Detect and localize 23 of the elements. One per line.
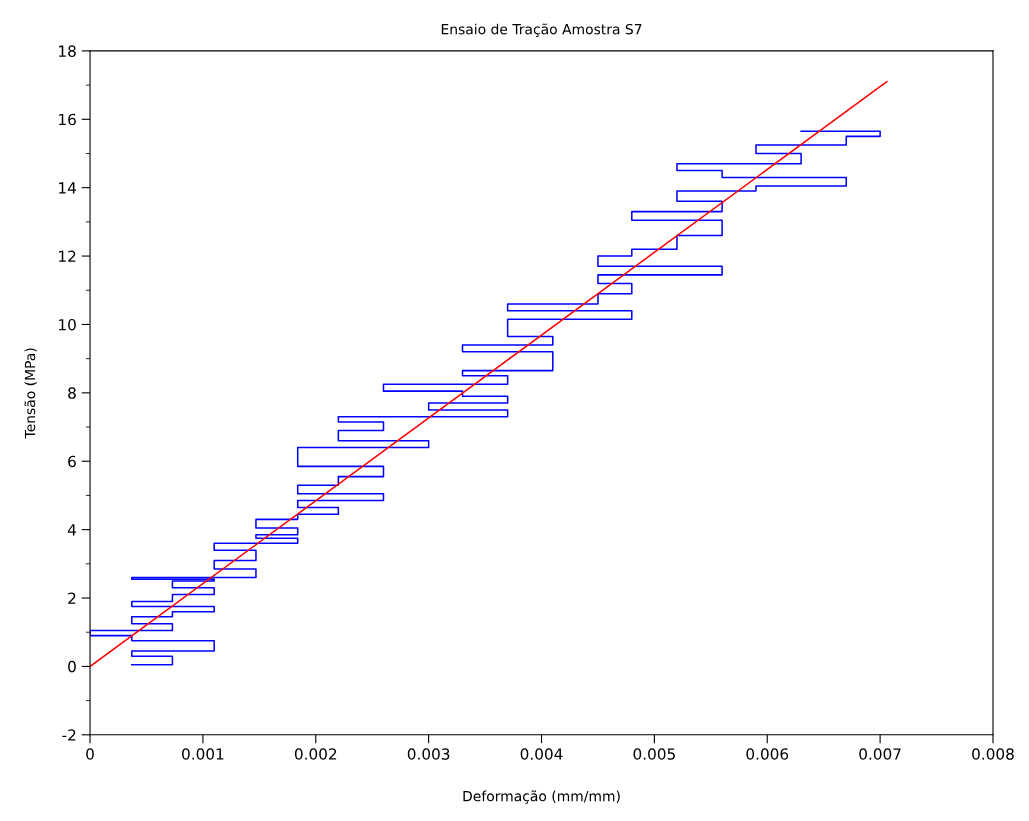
y-tick-label: 6 [68, 455, 76, 468]
x-axis-title: Deformação (mm/mm) [463, 790, 620, 804]
y-tick-label: 2 [68, 592, 76, 604]
x-tick-label: 0.005 [633, 748, 675, 760]
x-tick-label: 0.003 [407, 748, 450, 760]
x-tick-label: 0.002 [294, 748, 337, 760]
x-tick-label: 0.006 [746, 748, 789, 760]
x-tick-label: 0 [86, 748, 94, 760]
y-tick-label: 10 [59, 318, 76, 331]
y-tick-label: 4 [67, 524, 76, 536]
y-tick-label: 12 [59, 250, 76, 262]
y-tick-label: 8 [68, 387, 76, 399]
x-tick-label: 0.007 [859, 748, 901, 760]
chart-title: Ensaio de Tração Amostra S7 [441, 23, 642, 37]
y-tick-label: -2 [62, 729, 76, 741]
y-tick-label: 0 [68, 660, 76, 673]
y-tick-label: 16 [59, 113, 76, 126]
y-axis-title: Tensão (MPa) [24, 348, 37, 439]
x-tick-label: 0.004 [520, 748, 563, 760]
y-tick-label: 18 [59, 45, 76, 57]
x-tick-label: 0.001 [182, 748, 224, 760]
x-tick-label: 0.008 [972, 748, 1014, 760]
y-tick-label: 14 [59, 182, 76, 194]
